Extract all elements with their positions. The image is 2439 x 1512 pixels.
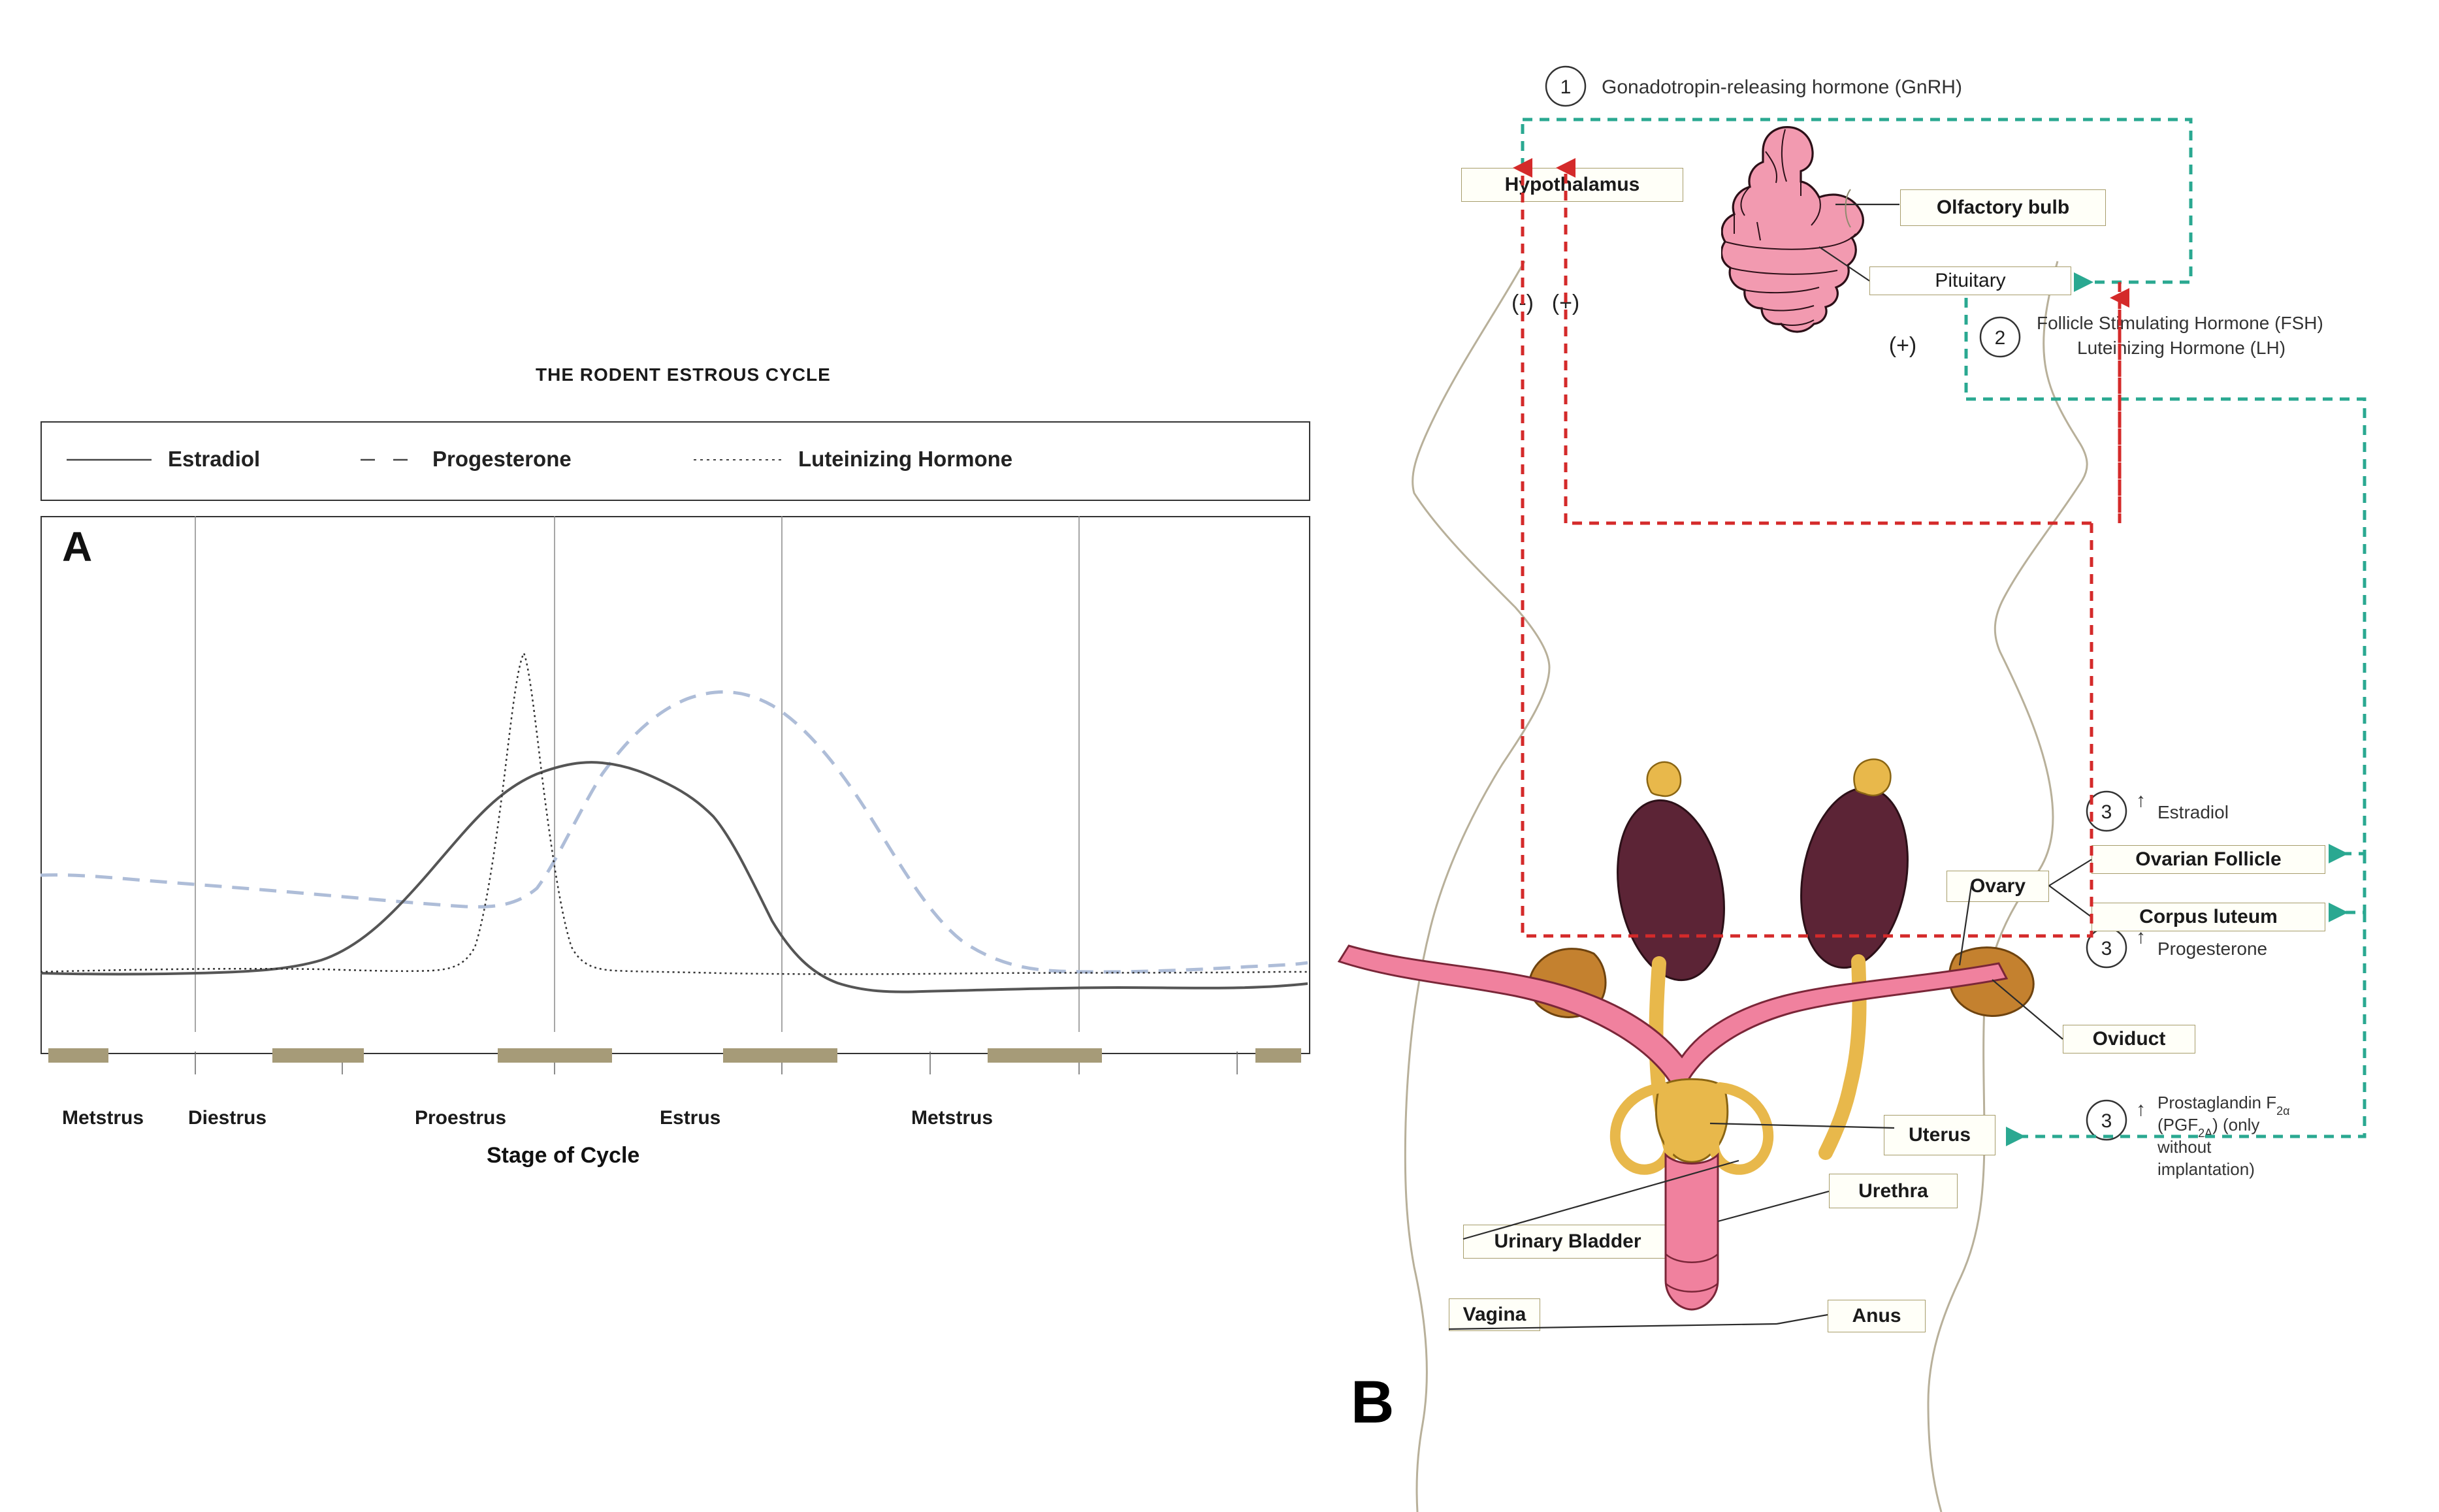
svg-text:Estradiol: Estradiol [168, 447, 260, 471]
svg-text:Progesterone: Progesterone [432, 447, 572, 471]
svg-text:Luteinizing Hormone: Luteinizing Hormone [798, 447, 1012, 471]
